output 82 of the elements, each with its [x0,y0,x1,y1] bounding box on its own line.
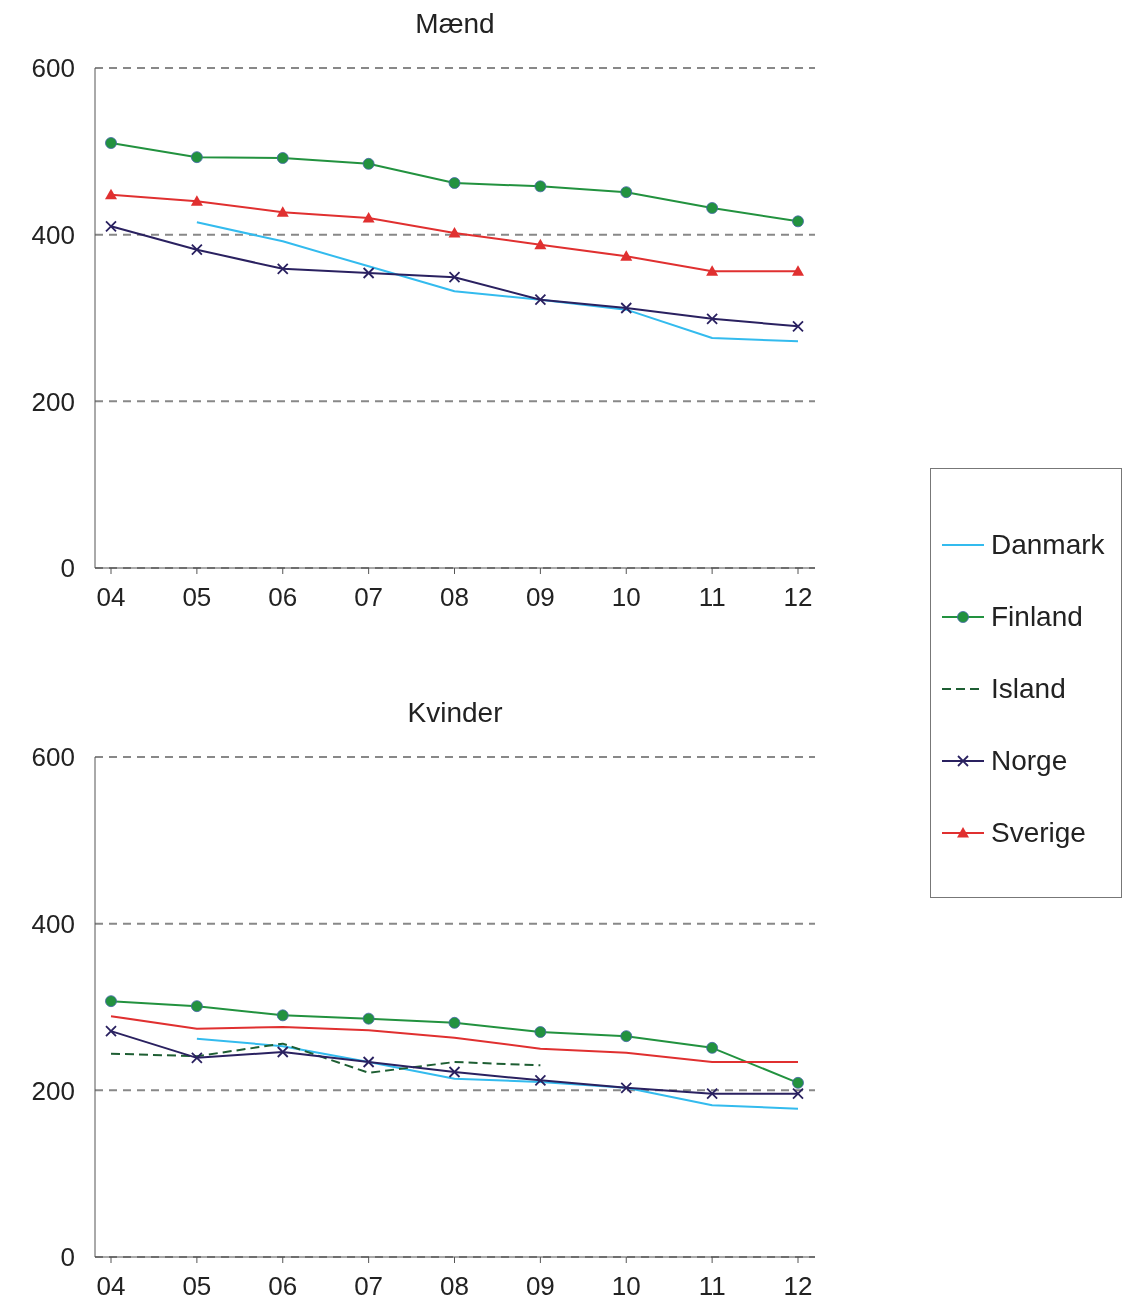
y-tick-label: 600 [31,53,75,84]
x-tick-label: 04 [96,1271,126,1302]
point [706,265,719,276]
x-tick-label: 11 [698,1271,726,1302]
point [276,206,289,217]
point [620,302,633,314]
x-tick-label: 12 [783,582,813,613]
point [448,227,461,238]
x-tick-label: 09 [525,1271,555,1302]
point [190,243,203,256]
point [276,1046,289,1058]
x-tick-label: 11 [698,582,726,613]
legend-label: Norge [991,743,1068,778]
point [448,1016,461,1029]
legend-label: Island [991,671,1066,706]
x-tick-label: 10 [611,582,641,613]
point [706,202,719,214]
point [276,1009,289,1022]
x-tick-label: 06 [268,582,298,613]
point [448,1066,461,1078]
legend-label: Finland [991,599,1083,634]
x-tick-label: 07 [354,1271,384,1302]
legend-label: Danmark [991,527,1105,562]
line-series [110,1042,542,1074]
point [190,195,203,206]
point [534,1074,547,1087]
point [534,180,547,193]
point [792,1087,804,1100]
point [362,157,375,170]
chart-title: Mænd [414,8,496,40]
point [105,220,117,233]
point [792,265,804,276]
point [362,1012,375,1025]
point [792,320,804,333]
point [620,1030,633,1043]
point [448,177,461,189]
y-tick-label: 200 [31,386,75,417]
x-tick-label: 08 [440,1271,469,1302]
point [190,151,203,164]
legend-label: Sverige [991,815,1086,850]
x-tick-label: 05 [182,582,212,613]
point [105,188,117,200]
point [362,1056,375,1068]
point [362,212,375,223]
y-tick-label: 0 [60,553,75,584]
point [105,1025,117,1038]
y-tick-label: 600 [31,742,75,773]
x-tick-label: 08 [440,582,469,613]
point [362,267,375,279]
point [190,1051,203,1064]
point [276,262,289,275]
point [706,1087,719,1100]
point [448,271,461,284]
line-series [195,221,799,343]
chart-title: Kvinder [406,697,504,729]
point [534,1026,547,1038]
point [620,250,633,261]
point [620,186,633,199]
y-tick-label: 0 [60,1242,75,1273]
x-tick-label: 05 [182,1271,212,1302]
point [190,1000,203,1013]
point [620,1081,633,1094]
y-tick-label: 400 [31,908,75,939]
x-tick-label: 04 [96,582,126,613]
y-tick-label: 400 [31,219,75,250]
point [792,215,804,228]
x-tick-label: 12 [783,1271,813,1302]
x-tick-label: 07 [354,582,384,613]
point [105,995,117,1008]
point [276,152,289,164]
line-series [110,1015,799,1063]
point [706,1041,719,1054]
x-tick-label: 10 [611,1271,641,1302]
line-series [195,1037,799,1110]
point [105,137,117,149]
x-tick-label: 06 [268,1271,298,1302]
point [534,238,547,250]
y-tick-label: 200 [31,1075,75,1106]
x-tick-label: 09 [525,582,555,613]
point [534,293,547,306]
point [792,1076,804,1089]
point [706,312,719,325]
